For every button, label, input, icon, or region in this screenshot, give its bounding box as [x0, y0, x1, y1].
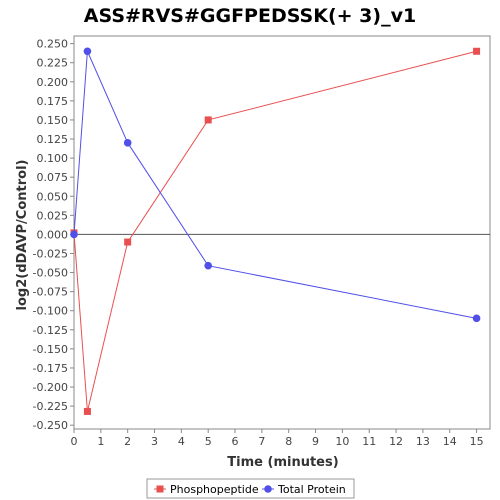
y-tick-label: 0.175 [37, 95, 69, 108]
legend-label: Total Protein [277, 483, 346, 496]
y-tick-label: 0.125 [37, 133, 69, 146]
data-point-total-protein [123, 139, 132, 147]
y-tick-label: 0.000 [37, 228, 69, 241]
legend-marker [264, 485, 272, 493]
data-point-total-protein [70, 230, 78, 239]
y-axis: 0.250 0.225 0.200 0.175 0.150 0.125 0.100 0.075… [33, 38, 74, 432]
y-tick-label: 0.025 [37, 209, 69, 222]
x-axis: 0 1 2 3 4 5 6 7 8 9 10 11 12 13 14 15 [71, 429, 484, 448]
x-tick-label: 15 [470, 435, 484, 448]
y-tick-label: -0.250 [33, 419, 68, 432]
x-tick-label: 10 [335, 435, 349, 448]
legend-item-total-protein: Total Protein [262, 483, 346, 496]
y-tick-label: -0.125 [33, 324, 68, 337]
x-tick-label: 12 [389, 435, 403, 448]
y-axis-label: log2(dDAVP/Control) [15, 160, 30, 311]
y-tick-label: -0.200 [33, 381, 68, 394]
chart-title: ASS#RVS#GGFPEDSSK(+ 3)_v1 [84, 5, 416, 27]
series-layer [70, 47, 481, 415]
y-tick-label: 0.075 [37, 171, 69, 184]
legend-label: Phosphopeptide [170, 483, 259, 496]
y-tick-label: -0.175 [33, 362, 68, 375]
x-tick-label: 9 [312, 435, 319, 448]
x-tick-label: 11 [362, 435, 376, 448]
data-point-total-protein [83, 47, 92, 56]
x-tick-label: 2 [124, 435, 131, 448]
y-tick-label: 0.250 [37, 38, 69, 51]
legend-item-phosphopeptide: Phosphopeptide [154, 483, 259, 496]
x-tick-label: 8 [285, 435, 292, 448]
y-tick-label: 0.100 [37, 152, 69, 165]
plot-area [73, 35, 491, 430]
y-tick-label: -0.150 [33, 343, 68, 356]
x-tick-label: 7 [258, 435, 265, 448]
y-tick-label: -0.225 [33, 400, 68, 413]
data-point-phosphopeptide [124, 238, 132, 246]
x-tick-label: 3 [151, 435, 158, 448]
x-tick-label: 14 [443, 435, 457, 448]
y-tick-label: -0.100 [33, 305, 68, 318]
x-tick-label: 4 [178, 435, 185, 448]
data-point-phosphopeptide [83, 407, 91, 415]
data-point-total-protein [472, 314, 481, 323]
legend-marker [156, 485, 164, 493]
y-tick-label: 0.225 [37, 57, 69, 70]
x-tick-label: 0 [71, 435, 78, 448]
x-axis-label: Time (minutes) [227, 455, 338, 470]
x-tick-label: 1 [97, 435, 104, 448]
y-tick-label: -0.075 [33, 286, 68, 299]
legend: Phosphopeptide Total Protein [146, 478, 355, 499]
x-tick-label: 6 [232, 435, 239, 448]
y-tick-label: 0.050 [37, 190, 69, 203]
series-total-protein [70, 47, 481, 323]
y-tick-label: -0.050 [33, 267, 68, 280]
data-point-phosphopeptide [204, 116, 212, 124]
data-point-phosphopeptide [473, 47, 481, 55]
y-tick-label: -0.025 [33, 247, 68, 260]
x-tick-label: 5 [205, 435, 212, 448]
y-tick-label: 0.200 [37, 76, 69, 89]
x-tick-label: 13 [416, 435, 430, 448]
legend-box [146, 478, 355, 499]
data-point-total-protein [204, 261, 212, 270]
y-tick-label: 0.150 [37, 114, 69, 127]
